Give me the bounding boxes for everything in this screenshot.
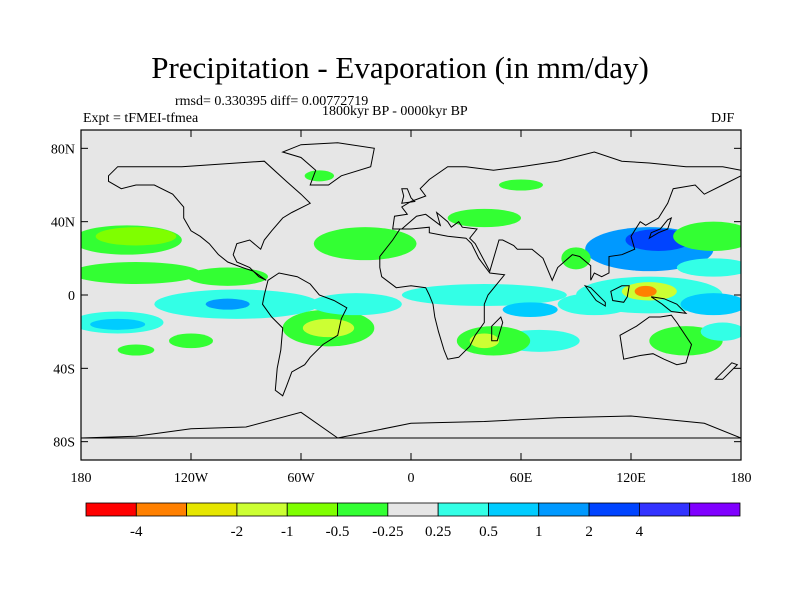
x-tick-label: 180: [731, 471, 752, 486]
anomaly-region: [205, 298, 250, 310]
colorbar-swatch: [437, 502, 489, 517]
colorbar-swatch: [488, 502, 540, 517]
y-tick-label: 40N: [51, 216, 75, 231]
anomaly-region: [90, 318, 146, 330]
colorbar-swatch: [387, 502, 439, 517]
eurasia-outline: [392, 151, 741, 282]
anomaly-region: [169, 333, 213, 349]
new-zealand-outline: [714, 362, 739, 380]
colorbar-swatch: [337, 502, 389, 517]
colorbar-swatch: [689, 502, 741, 517]
colorbar-label: -0.5: [326, 524, 350, 540]
colorbar-label: 0.5: [479, 524, 498, 540]
stats-label: rmsd= 0.330395 diff= 0.00772719: [175, 94, 369, 109]
anomaly-region: [676, 258, 741, 277]
y-tick-label: 80S: [53, 436, 75, 451]
south-america-outline: [261, 272, 348, 397]
anomaly-region: [634, 285, 657, 297]
anomaly-region: [499, 179, 543, 191]
colorbar-label: 2: [585, 524, 593, 540]
anomaly-region: [700, 322, 741, 341]
colorbar-label: 4: [636, 524, 644, 540]
sumatra-outline: [583, 284, 606, 307]
anomaly-region: [302, 318, 355, 338]
anomaly-region: [187, 267, 268, 286]
colorbar-label: -0.25: [372, 524, 403, 540]
colorbar-label: 0.25: [425, 524, 451, 540]
colorbar-swatch: [538, 502, 590, 517]
anomaly-region: [310, 293, 402, 316]
madagascar-outline: [491, 316, 504, 342]
anomaly-region: [313, 227, 417, 261]
colorbar-swatch: [286, 502, 338, 517]
colorbar-label: 1: [535, 524, 543, 540]
y-tick-label: 80N: [51, 142, 75, 157]
anomaly-region: [680, 293, 741, 316]
colorbar-swatch: [236, 502, 288, 517]
north-america-outline: [108, 160, 312, 281]
colorbar-label: -1: [281, 524, 294, 540]
colorbar-swatch: [85, 502, 137, 517]
colorbar-label: -4: [130, 524, 143, 540]
anomaly-region: [81, 262, 201, 284]
y-tick-label: 0: [68, 289, 75, 304]
x-tick-label: 60W: [287, 471, 315, 486]
anomaly-region: [95, 227, 177, 246]
africa-outline: [379, 226, 506, 360]
anomaly-region: [447, 208, 521, 228]
greenland-outline: [281, 142, 375, 186]
colorbar-label: -2: [231, 524, 244, 540]
new-guinea-outline: [650, 296, 688, 314]
uk-outline: [401, 188, 416, 204]
anomaly-region: [401, 284, 567, 306]
antarctica-outline: [81, 411, 741, 439]
x-tick-label: 60E: [510, 471, 533, 486]
x-tick-label: 120E: [616, 471, 646, 486]
y-tick-label: 40S: [53, 362, 75, 377]
experiment-label: Expt = tFMEI-tfmea: [83, 111, 199, 126]
x-tick-label: 120W: [174, 471, 209, 486]
japan-outline: [648, 217, 673, 240]
australia-outline: [619, 314, 693, 366]
colorbar-swatch: [135, 502, 188, 517]
x-tick-label: 180: [71, 471, 92, 486]
anomaly-region: [117, 344, 155, 356]
season-label: DJF: [711, 111, 735, 126]
colorbar-swatch: [638, 502, 691, 517]
x-tick-label: 0: [408, 471, 415, 486]
chart-title: Precipitation - Evaporation (in mm/day): [151, 50, 649, 85]
colorbar-swatch: [186, 502, 238, 517]
anomaly-region: [304, 170, 335, 182]
borneo-outline: [610, 285, 630, 303]
colorbar-swatch: [588, 502, 640, 517]
anomaly-region: [502, 302, 558, 317]
period-label: 1800kyr BP - 0000kyr BP: [322, 104, 468, 119]
anomaly-region: [561, 247, 591, 270]
anomaly-region: [673, 221, 741, 251]
